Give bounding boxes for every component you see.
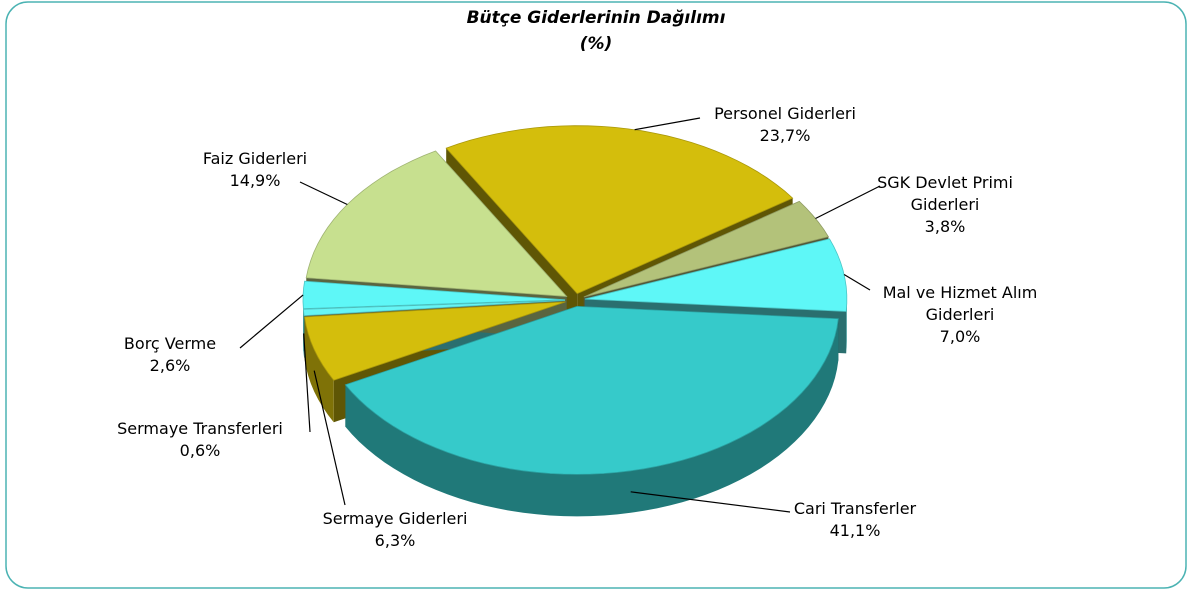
slice bbox=[344, 305, 839, 475]
slice bbox=[583, 200, 830, 298]
value-label: 6,3% bbox=[374, 531, 416, 550]
leader-line bbox=[815, 185, 881, 220]
slice-side bbox=[345, 318, 839, 517]
value-label: 14,9% bbox=[229, 171, 281, 190]
slice bbox=[304, 301, 566, 381]
category-label: Sermaye Giderleri bbox=[322, 509, 468, 528]
data-label: Sermaye Transferleri 0,6% bbox=[90, 418, 310, 462]
category-label: Borç Verme bbox=[123, 334, 217, 353]
category-label: SGK Devlet Primi Giderleri bbox=[877, 173, 1013, 214]
value-label: 3,8% bbox=[924, 217, 966, 236]
leader-line bbox=[303, 333, 311, 433]
chart-title: Bütçe Giderlerinin Dağılımı bbox=[466, 8, 726, 28]
value-label: 23,7% bbox=[759, 126, 811, 145]
slice bbox=[445, 125, 794, 295]
slice-side bbox=[846, 299, 847, 354]
value-label: 2,6% bbox=[149, 356, 191, 375]
leader-line bbox=[299, 181, 348, 206]
data-label: Faiz Giderleri 14,9% bbox=[165, 148, 345, 192]
chart-subtitle: (%) bbox=[579, 34, 613, 54]
leader-line bbox=[843, 273, 871, 291]
value-label: 41,1% bbox=[829, 521, 881, 540]
slice bbox=[302, 300, 566, 317]
leader-line bbox=[313, 370, 346, 506]
leader-line bbox=[634, 117, 701, 131]
data-label: Borç Verme 2,6% bbox=[80, 333, 260, 377]
slice bbox=[584, 238, 848, 312]
value-label: 0,6% bbox=[179, 441, 221, 460]
category-label: Sermaye Transferleri bbox=[117, 419, 283, 438]
slice-side bbox=[304, 317, 334, 423]
leader-line bbox=[630, 491, 791, 513]
data-label: Mal ve Hizmet Alım Giderleri 7,0% bbox=[870, 282, 1050, 348]
data-label: Sermaye Giderleri 6,3% bbox=[295, 508, 495, 552]
data-label: Personel Giderleri 23,7% bbox=[675, 103, 895, 147]
value-label: 7,0% bbox=[939, 327, 981, 346]
leader-line bbox=[239, 294, 304, 349]
category-label: Mal ve Hizmet Alım Giderleri bbox=[882, 283, 1038, 324]
category-label: Personel Giderleri bbox=[714, 104, 856, 123]
category-label: Cari Transferler bbox=[793, 499, 917, 518]
category-label: Faiz Giderleri bbox=[202, 149, 308, 168]
data-label: SGK Devlet Primi Giderleri 3,8% bbox=[865, 172, 1025, 238]
data-label: Cari Transferler 41,1% bbox=[755, 498, 955, 542]
